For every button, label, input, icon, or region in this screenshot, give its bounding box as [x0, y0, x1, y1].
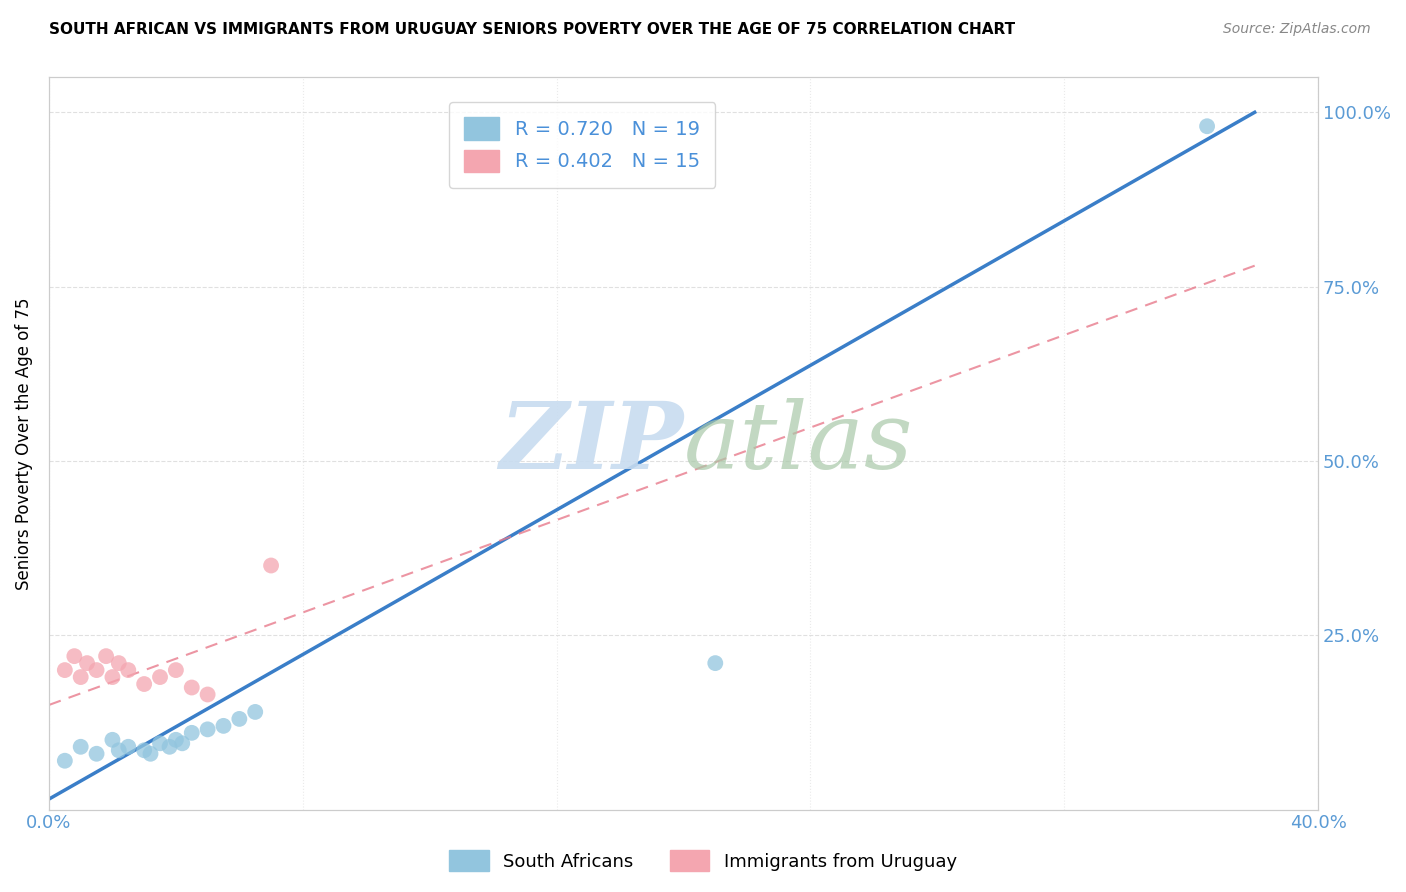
Point	[101, 732, 124, 747]
Point	[172, 736, 194, 750]
Point	[139, 747, 162, 761]
Y-axis label: Seniors Poverty Over the Age of 75: Seniors Poverty Over the Age of 75	[15, 297, 32, 590]
Text: SOUTH AFRICAN VS IMMIGRANTS FROM URUGUAY SENIORS POVERTY OVER THE AGE OF 75 CORR: SOUTH AFRICAN VS IMMIGRANTS FROM URUGUAY…	[49, 22, 1015, 37]
Point	[69, 670, 91, 684]
Point	[86, 747, 108, 761]
Point	[197, 688, 219, 702]
Point	[165, 732, 187, 747]
Point	[53, 754, 76, 768]
Point	[107, 656, 129, 670]
Point	[117, 739, 139, 754]
Point	[107, 743, 129, 757]
Point	[180, 726, 202, 740]
Point	[165, 663, 187, 677]
Point	[101, 670, 124, 684]
Point	[53, 663, 76, 677]
Legend: R = 0.720   N = 19, R = 0.402   N = 15: R = 0.720 N = 19, R = 0.402 N = 15	[449, 102, 716, 187]
Text: ZIP: ZIP	[499, 399, 683, 489]
Text: atlas: atlas	[683, 399, 912, 489]
Point	[159, 739, 181, 754]
Point	[197, 723, 219, 737]
Point	[245, 705, 267, 719]
Point	[149, 670, 172, 684]
Text: Source: ZipAtlas.com: Source: ZipAtlas.com	[1223, 22, 1371, 37]
Point	[149, 736, 172, 750]
Point	[94, 649, 117, 664]
Point	[212, 719, 235, 733]
Point	[180, 681, 202, 695]
Point	[228, 712, 250, 726]
Legend: South Africans, Immigrants from Uruguay: South Africans, Immigrants from Uruguay	[441, 843, 965, 879]
Point	[69, 739, 91, 754]
Point	[1197, 120, 1219, 134]
Point	[63, 649, 86, 664]
Point	[76, 656, 98, 670]
Point	[117, 663, 139, 677]
Point	[134, 677, 156, 691]
Point	[86, 663, 108, 677]
Point	[134, 743, 156, 757]
Point	[704, 656, 727, 670]
Point	[260, 558, 283, 573]
